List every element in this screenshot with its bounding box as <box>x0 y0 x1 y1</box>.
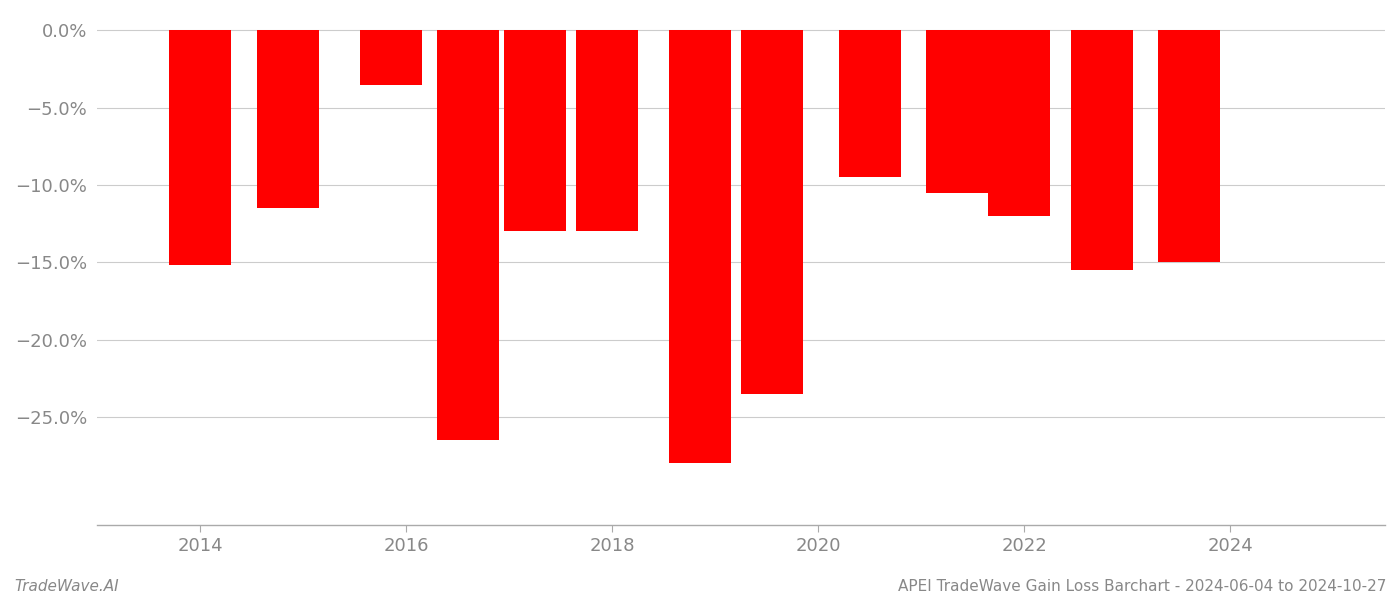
Bar <box>360 31 421 85</box>
Bar <box>504 31 566 232</box>
Bar <box>1071 31 1133 270</box>
Bar <box>839 31 900 178</box>
Bar <box>577 31 638 232</box>
Bar <box>988 31 1050 216</box>
Bar <box>1158 31 1221 262</box>
Text: APEI TradeWave Gain Loss Barchart - 2024-06-04 to 2024-10-27: APEI TradeWave Gain Loss Barchart - 2024… <box>897 579 1386 594</box>
Text: TradeWave.AI: TradeWave.AI <box>14 579 119 594</box>
Bar <box>256 31 319 208</box>
Bar <box>169 31 231 265</box>
Bar <box>669 31 731 463</box>
Bar <box>741 31 802 394</box>
Bar <box>927 31 988 193</box>
Bar <box>437 31 498 440</box>
